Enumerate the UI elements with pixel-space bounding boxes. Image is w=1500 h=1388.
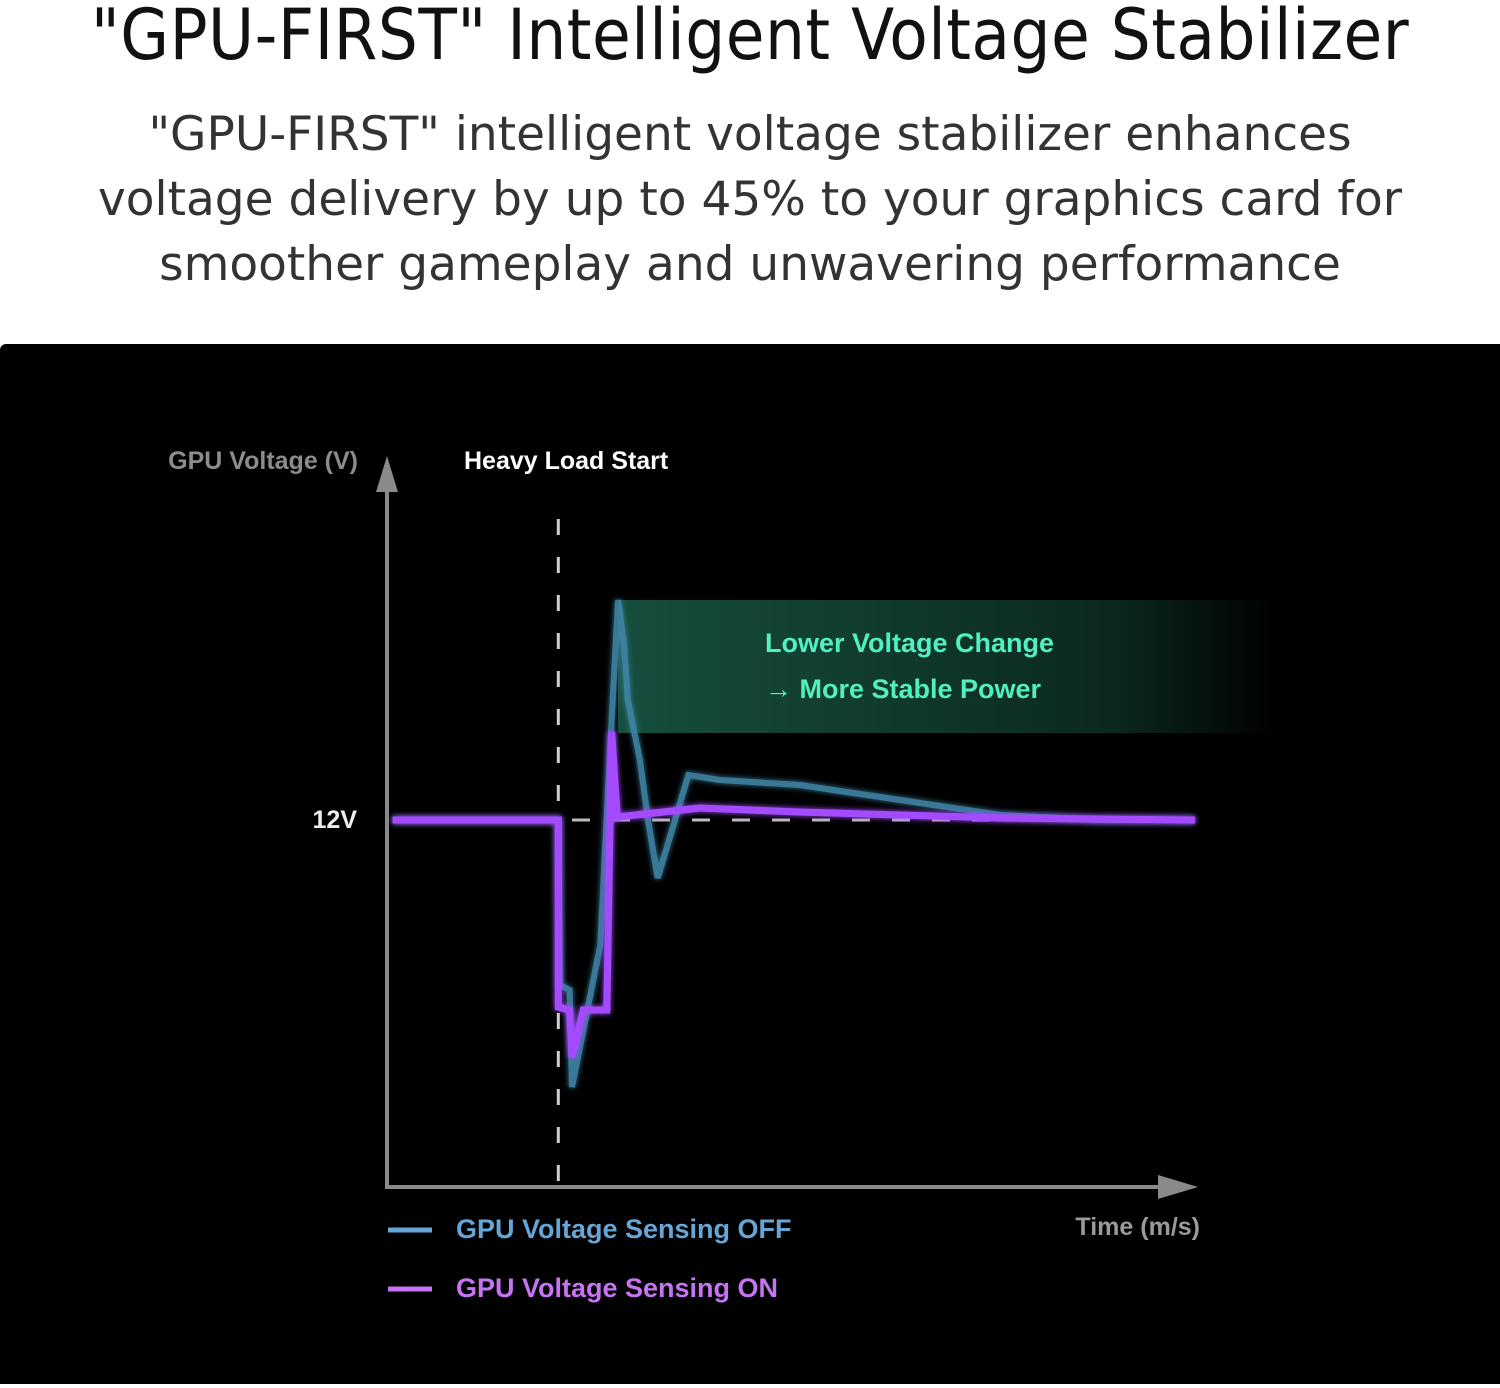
x-axis-arrow-icon [1158, 1175, 1198, 1199]
series-line-sensing-off [392, 599, 1195, 1088]
band-label-line2: → More Stable Power [765, 674, 1042, 704]
series-line-sensing-on [392, 731, 1196, 1058]
y-axis-label: GPU Voltage (V) [168, 447, 358, 475]
x-axis-label: Time (m/s) [1075, 1213, 1200, 1241]
event-label: Heavy Load Start [464, 447, 669, 475]
legend-label-on: GPU Voltage Sensing ON [456, 1273, 778, 1303]
band-label-line1: Lower Voltage Change [765, 628, 1054, 658]
y-tick-label-12v: 12V [313, 806, 358, 834]
page-subtitle: "GPU-FIRST" intelligent voltage stabiliz… [97, 107, 1403, 292]
chart-panel: GPU Voltage (V) Time (m/s) 12V Heavy Loa… [0, 344, 1500, 1384]
y-axis-arrow-icon [376, 456, 398, 492]
page-title: "GPU-FIRST" Intelligent Voltage Stabiliz… [90, 0, 1410, 76]
voltage-chart: GPU Voltage (V) Time (m/s) 12V Heavy Loa… [168, 447, 1279, 1303]
legend-label-off: GPU Voltage Sensing OFF [456, 1214, 792, 1244]
stability-band [618, 600, 1279, 733]
